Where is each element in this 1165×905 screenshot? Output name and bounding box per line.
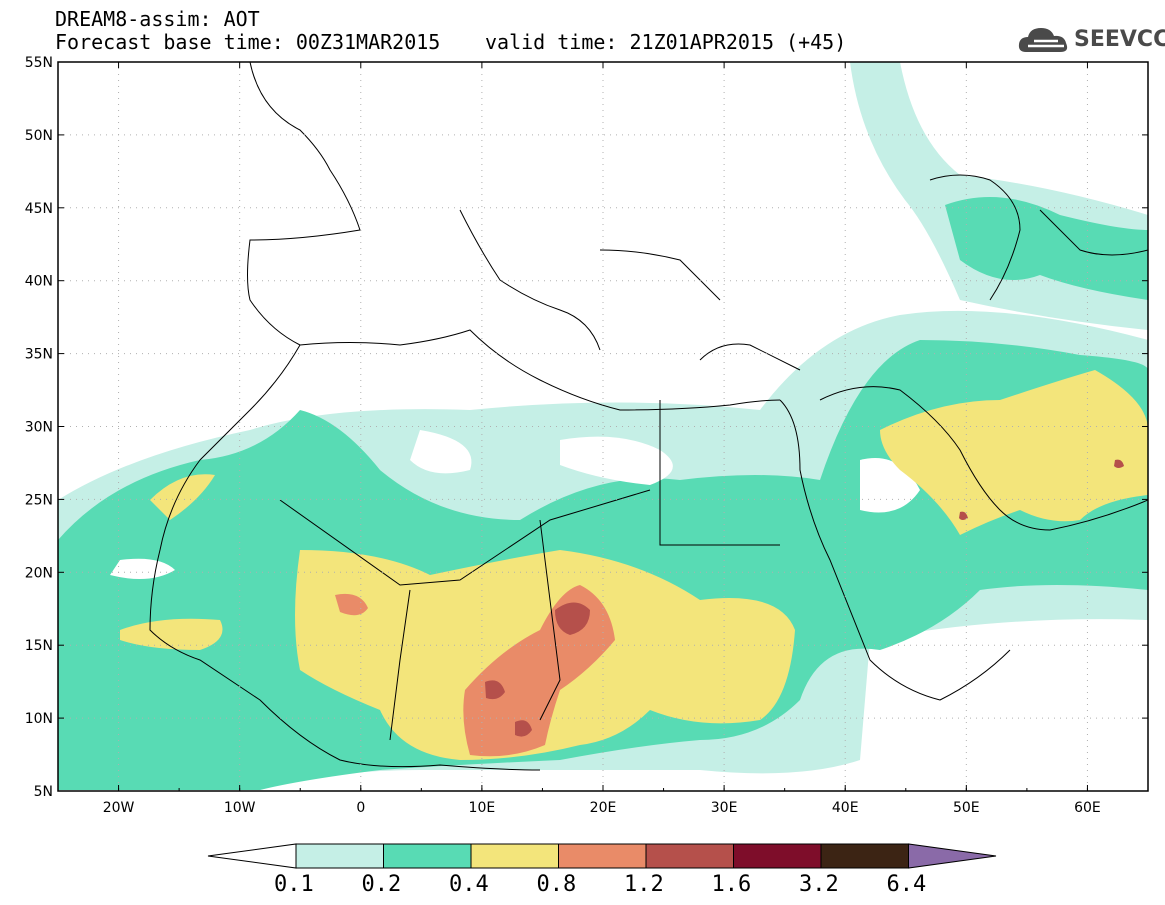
lat-label: 5N (34, 784, 53, 800)
valid-time: valid time: 21Z01APR2015 (+45) (485, 30, 847, 54)
lat-label: 10N (25, 711, 53, 727)
logo-text: SEEVCCC (1074, 27, 1165, 52)
lat-label: 35N (25, 347, 53, 363)
lon-label: 10W (224, 800, 256, 816)
colorbar-label: 6.4 (886, 872, 927, 897)
colorbar-segment (733, 843, 822, 869)
lon-label: 60E (1074, 800, 1101, 816)
lon-label: 40E (832, 800, 859, 816)
coastlines (149, 62, 1148, 771)
lat-label: 20N (25, 565, 53, 581)
colorbar-label: 0.4 (449, 872, 489, 897)
lat-label: 30N (25, 420, 53, 436)
colorbar-label: 0.2 (361, 872, 402, 897)
lat-label: 40N (25, 274, 53, 290)
lon-label: 30E (711, 800, 738, 816)
colorbar-label: 3.2 (799, 872, 839, 897)
cloud-icon (1018, 28, 1068, 52)
colorbar-segment (820, 843, 909, 869)
lat-label: 25N (25, 492, 53, 508)
colorbar-above-arrow (908, 843, 997, 869)
lon-label: 20E (590, 800, 617, 816)
aot-below-0.1 (110, 430, 920, 579)
forecast-base-time: Forecast base time: 00Z31MAR2015 (55, 30, 441, 54)
lat-label: 50N (25, 128, 53, 144)
lon-label: 50E (953, 800, 980, 816)
aot-fields (58, 62, 1148, 790)
lat-label: 45N (25, 201, 53, 217)
lat-label: 55N (25, 55, 53, 71)
colorbar-label: 0.8 (536, 872, 577, 897)
lon-label: 0 (356, 800, 365, 816)
colorbar-segment (295, 843, 384, 869)
aot-level-0.4 (120, 370, 1148, 760)
colorbar-segment (558, 843, 647, 869)
colorbar-label: 1.6 (711, 872, 752, 897)
colorbar-segment (383, 843, 472, 869)
colorbar-label: 1.2 (624, 872, 664, 897)
colorbar-segment (645, 843, 734, 869)
colorbar-segment (470, 843, 559, 869)
longitude-labels: 20W 10W 0 10E 20E 30E 40E 50E 60E (57, 62, 1149, 816)
aot-level-1.2 (485, 459, 1124, 737)
seevccc-logo: SEEVCCC (1018, 24, 1165, 58)
colorbar-below-arrow (207, 843, 297, 869)
latitude-labels: 55N 50N 45N 40N 35N 30N 25N 20N 15N 10N 5N (25, 55, 1148, 800)
lon-label: 20W (103, 800, 135, 816)
map-title: DREAM8-assim: AOT (55, 7, 260, 31)
colorbar (207, 843, 997, 869)
colorbar-label: 0.1 (274, 872, 314, 897)
lon-label: 10E (469, 800, 496, 816)
lat-label: 15N (25, 638, 53, 654)
